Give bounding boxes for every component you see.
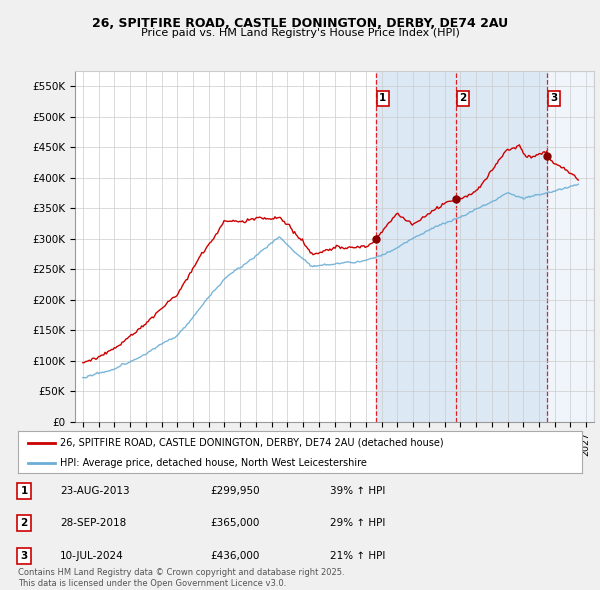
Text: £365,000: £365,000 (210, 519, 259, 528)
Text: Price paid vs. HM Land Registry's House Price Index (HPI): Price paid vs. HM Land Registry's House … (140, 28, 460, 38)
Text: 28-SEP-2018: 28-SEP-2018 (60, 519, 126, 528)
Text: 29% ↑ HPI: 29% ↑ HPI (330, 519, 385, 528)
Text: 2: 2 (460, 93, 467, 103)
Bar (456, 71, 547, 422)
Text: 3: 3 (550, 93, 557, 103)
Bar (547, 71, 594, 422)
Text: HPI: Average price, detached house, North West Leicestershire: HPI: Average price, detached house, Nort… (60, 458, 367, 467)
Text: £299,950: £299,950 (210, 486, 260, 496)
Text: £436,000: £436,000 (210, 551, 259, 560)
Text: 2: 2 (20, 519, 28, 528)
Text: 1: 1 (20, 486, 28, 496)
Text: 3: 3 (20, 551, 28, 560)
Text: 23-AUG-2013: 23-AUG-2013 (60, 486, 130, 496)
Text: 26, SPITFIRE ROAD, CASTLE DONINGTON, DERBY, DE74 2AU (detached house): 26, SPITFIRE ROAD, CASTLE DONINGTON, DER… (60, 438, 444, 448)
Text: 10-JUL-2024: 10-JUL-2024 (60, 551, 124, 560)
Text: 21% ↑ HPI: 21% ↑ HPI (330, 551, 385, 560)
Bar (376, 71, 456, 422)
Text: 1: 1 (379, 93, 386, 103)
Text: 39% ↑ HPI: 39% ↑ HPI (330, 486, 385, 496)
Text: Contains HM Land Registry data © Crown copyright and database right 2025.
This d: Contains HM Land Registry data © Crown c… (18, 568, 344, 588)
Text: 26, SPITFIRE ROAD, CASTLE DONINGTON, DERBY, DE74 2AU: 26, SPITFIRE ROAD, CASTLE DONINGTON, DER… (92, 17, 508, 30)
